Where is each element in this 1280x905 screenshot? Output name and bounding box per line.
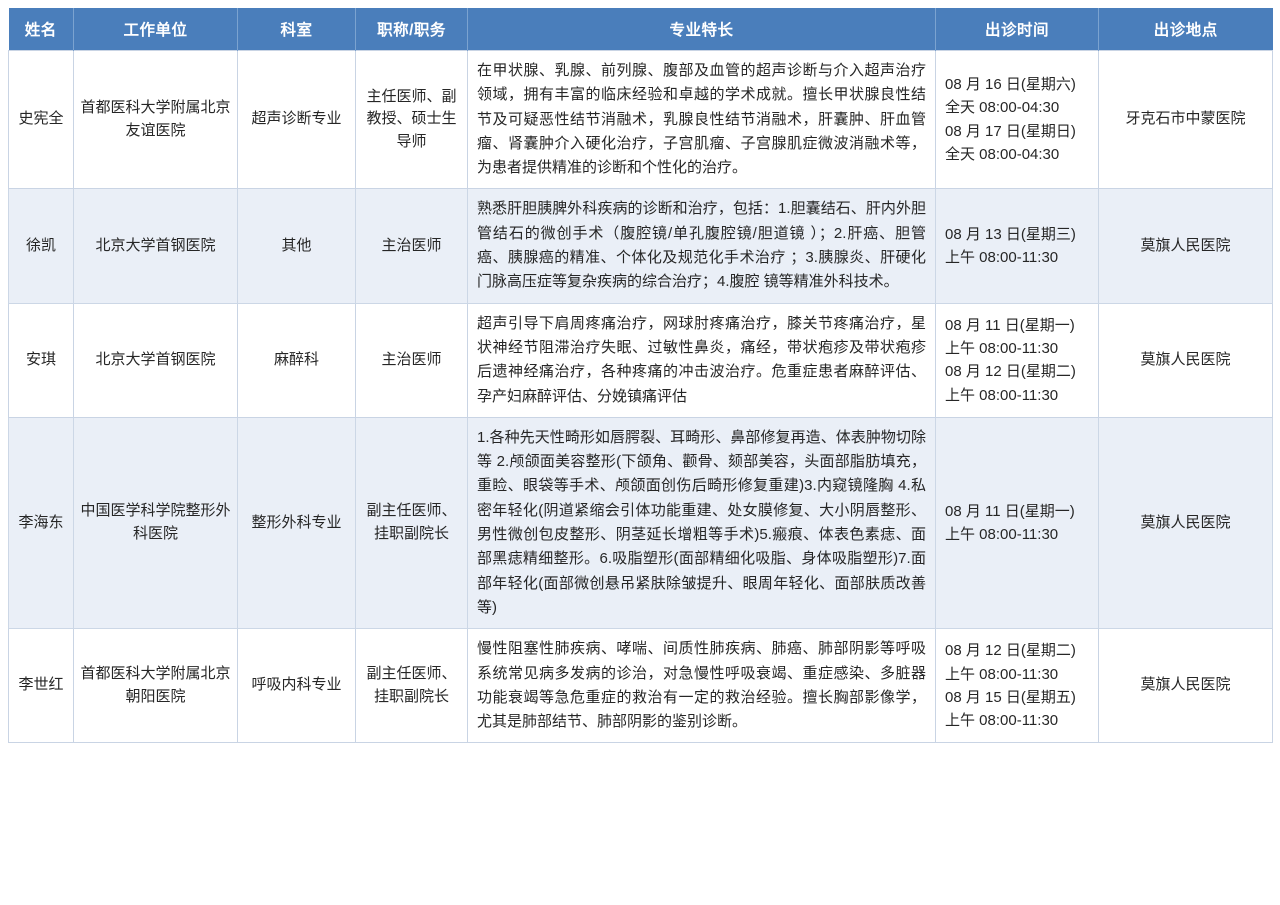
column-header-hospital: 工作单位 xyxy=(73,8,238,51)
cell-time: 08 月 11 日(星期一) 上午 08:00-11:30 08 月 12 日(… xyxy=(935,302,1099,418)
cell-title: 副主任医师、挂职副院长 xyxy=(355,628,468,744)
cell-place: 莫旗人民医院 xyxy=(1098,416,1273,630)
table-row: 史宪全 首都医科大学附属北京友谊医院 超声诊断专业 主任医师、副教授、硕士生导师… xyxy=(8,49,1273,190)
cell-time: 08 月 12 日(星期二) 上午 08:00-11:30 08 月 15 日(… xyxy=(935,628,1099,744)
table-row: 安琪 北京大学首钢医院 麻醉科 主治医师 超声引导下肩周疼痛治疗，网球肘疼痛治疗… xyxy=(8,302,1273,418)
cell-dept: 其他 xyxy=(237,188,356,304)
cell-dept: 整形外科专业 xyxy=(237,416,356,630)
table-header: 姓名 工作单位 科室 职称/职务 专业特长 出诊时间 出诊地点 xyxy=(8,8,1273,51)
column-header-place: 出诊地点 xyxy=(1098,8,1273,51)
cell-hospital: 首都医科大学附属北京朝阳医院 xyxy=(73,628,238,744)
cell-time: 08 月 16 日(星期六) 全天 08:00-04:30 08 月 17 日(… xyxy=(935,49,1099,190)
cell-name: 史宪全 xyxy=(8,49,74,190)
cell-name: 李世红 xyxy=(8,628,74,744)
column-header-time: 出诊时间 xyxy=(935,8,1099,51)
table-row: 徐凯 北京大学首钢医院 其他 主治医师 熟悉肝胆胰脾外科疾病的诊断和治疗，包括：… xyxy=(8,188,1273,304)
column-header-specialty: 专业特长 xyxy=(467,8,936,51)
cell-dept: 麻醉科 xyxy=(237,302,356,418)
cell-title: 主治医师 xyxy=(355,188,468,304)
cell-name: 李海东 xyxy=(8,416,74,630)
cell-specialty: 慢性阻塞性肺疾病、哮喘、间质性肺疾病、肺癌、肺部阴影等呼吸系统常见病多发病的诊治… xyxy=(467,628,936,744)
cell-specialty: 超声引导下肩周疼痛治疗，网球肘疼痛治疗，膝关节疼痛治疗，星状神经节阻滞治疗失眠、… xyxy=(467,302,936,418)
cell-place: 莫旗人民医院 xyxy=(1098,302,1273,418)
cell-place: 牙克石市中蒙医院 xyxy=(1098,49,1273,190)
header-row: 姓名 工作单位 科室 职称/职务 专业特长 出诊时间 出诊地点 xyxy=(8,8,1273,51)
cell-hospital: 北京大学首钢医院 xyxy=(73,302,238,418)
cell-title: 副主任医师、挂职副院长 xyxy=(355,416,468,630)
column-header-dept: 科室 xyxy=(237,8,356,51)
cell-hospital: 首都医科大学附属北京友谊医院 xyxy=(73,49,238,190)
cell-title: 主任医师、副教授、硕士生导师 xyxy=(355,49,468,190)
cell-hospital: 北京大学首钢医院 xyxy=(73,188,238,304)
doctor-schedule-table: 姓名 工作单位 科室 职称/职务 专业特长 出诊时间 出诊地点 史宪全 首都医科… xyxy=(8,8,1273,744)
table-body: 史宪全 首都医科大学附属北京友谊医院 超声诊断专业 主任医师、副教授、硕士生导师… xyxy=(8,49,1273,744)
column-header-name: 姓名 xyxy=(8,8,74,51)
cell-dept: 超声诊断专业 xyxy=(237,49,356,190)
cell-name: 安琪 xyxy=(8,302,74,418)
cell-time: 08 月 11 日(星期一) 上午 08:00-11:30 xyxy=(935,416,1099,630)
cell-title: 主治医师 xyxy=(355,302,468,418)
cell-specialty: 1.各种先天性畸形如唇腭裂、耳畸形、鼻部修复再造、体表肿物切除等 2.颅颌面美容… xyxy=(467,416,936,630)
cell-specialty: 在甲状腺、乳腺、前列腺、腹部及血管的超声诊断与介入超声治疗领域，拥有丰富的临床经… xyxy=(467,49,936,190)
cell-place: 莫旗人民医院 xyxy=(1098,188,1273,304)
cell-name: 徐凯 xyxy=(8,188,74,304)
cell-hospital: 中国医学科学院整形外科医院 xyxy=(73,416,238,630)
cell-place: 莫旗人民医院 xyxy=(1098,628,1273,744)
column-header-title: 职称/职务 xyxy=(355,8,468,51)
cell-specialty: 熟悉肝胆胰脾外科疾病的诊断和治疗，包括：1.胆囊结石、肝内外胆管结石的微创手术（… xyxy=(467,188,936,304)
table-row: 李海东 中国医学科学院整形外科医院 整形外科专业 副主任医师、挂职副院长 1.各… xyxy=(8,416,1273,630)
table-row: 李世红 首都医科大学附属北京朝阳医院 呼吸内科专业 副主任医师、挂职副院长 慢性… xyxy=(8,628,1273,744)
cell-time: 08 月 13 日(星期三) 上午 08:00-11:30 xyxy=(935,188,1099,304)
cell-dept: 呼吸内科专业 xyxy=(237,628,356,744)
